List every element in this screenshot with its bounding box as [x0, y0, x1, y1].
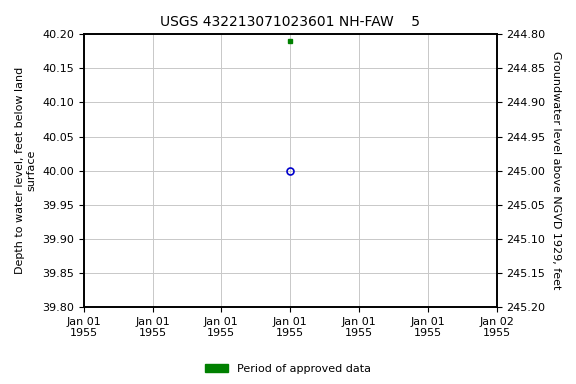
Y-axis label: Depth to water level, feet below land
surface: Depth to water level, feet below land su… [15, 67, 37, 274]
Title: USGS 432213071023601 NH-FAW    5: USGS 432213071023601 NH-FAW 5 [160, 15, 420, 29]
Legend: Period of approved data: Period of approved data [201, 359, 375, 379]
Y-axis label: Groundwater level above NGVD 1929, feet: Groundwater level above NGVD 1929, feet [551, 51, 561, 290]
